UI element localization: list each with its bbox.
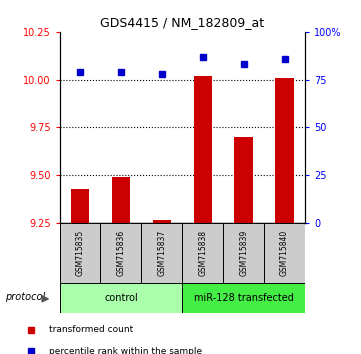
Bar (112, 177, 130, 223)
Text: GSM715835: GSM715835 (75, 230, 84, 276)
Text: miR-128 transfected: miR-128 transfected (194, 293, 293, 303)
Text: protocol: protocol (5, 292, 45, 302)
Text: control: control (104, 293, 138, 303)
Text: GSM715836: GSM715836 (117, 230, 125, 276)
Text: GSM715840: GSM715840 (280, 230, 289, 276)
Bar (193, 76, 212, 223)
Bar (100, 223, 142, 283)
Bar (142, 223, 182, 283)
Bar (275, 78, 294, 223)
Bar (182, 283, 305, 313)
Bar (182, 223, 223, 283)
Text: GSM715837: GSM715837 (157, 230, 166, 276)
Text: GSM715838: GSM715838 (198, 230, 207, 276)
Bar (223, 223, 264, 283)
Bar (71, 189, 89, 223)
Bar (153, 220, 171, 223)
Bar (235, 137, 253, 223)
Bar (264, 223, 305, 283)
Bar (60, 283, 182, 313)
Text: GSM715839: GSM715839 (239, 230, 248, 276)
Title: GDS4415 / NM_182809_at: GDS4415 / NM_182809_at (100, 16, 264, 29)
Text: transformed count: transformed count (49, 325, 133, 334)
Bar (60, 223, 100, 283)
Text: percentile rank within the sample: percentile rank within the sample (49, 347, 202, 354)
